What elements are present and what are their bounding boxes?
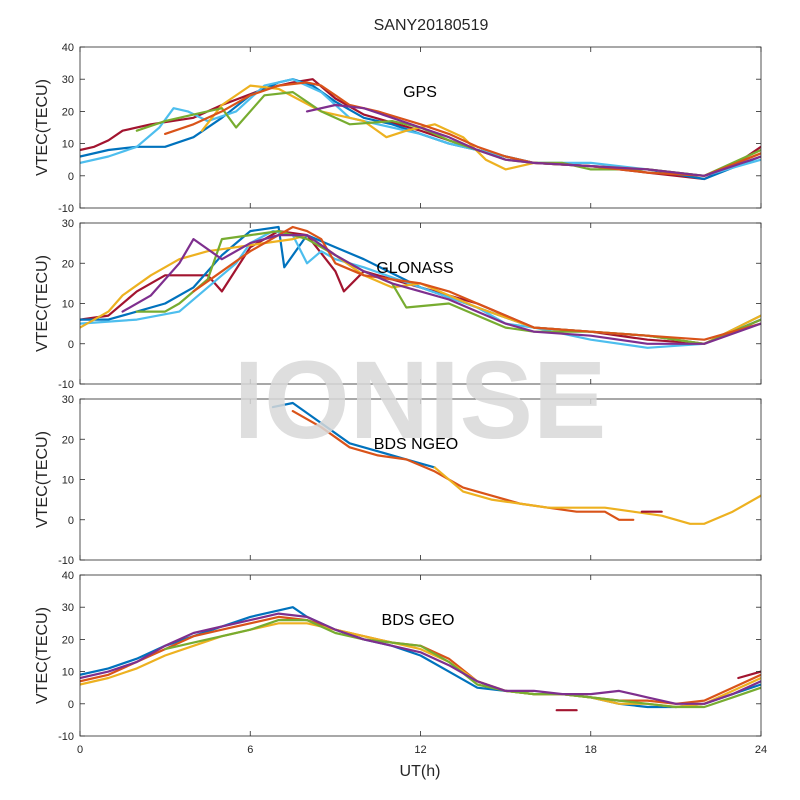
panel-2: -10 0 10 20 30 VTEC(TECU) GLONASS: [34, 218, 762, 391]
y-tick-label: 20: [62, 434, 74, 446]
y-tick-label: 10: [62, 475, 74, 487]
y-tick-label: 40: [62, 570, 74, 582]
y-axis-label: VTEC(TECU): [34, 607, 51, 704]
series-line-5: [80, 612, 761, 705]
y-tick-label: 0: [68, 171, 74, 183]
y-axis-label: VTEC(TECU): [34, 79, 51, 176]
series-group: [271, 401, 761, 525]
series-line-5: [135, 91, 761, 177]
x-tick-label: 24: [755, 744, 767, 756]
y-tick-label: 0: [68, 699, 74, 711]
y-tick-label: 10: [62, 667, 74, 679]
y-tick-label: -10: [58, 731, 74, 743]
panel-1: -10 0 10 20 30 40 VTEC(TECU) GPS: [34, 42, 762, 215]
y-axis-label: VTEC(TECU): [34, 431, 51, 528]
y-tick-label: -10: [58, 379, 74, 391]
series-line-7: [305, 103, 761, 177]
y-tick-label: 30: [62, 602, 74, 614]
x-tick-label: 0: [77, 744, 83, 756]
panel-annotation: GPS: [403, 84, 437, 101]
y-tick-label: -10: [58, 203, 74, 215]
plot-area: [80, 399, 761, 560]
plot-area: [80, 223, 761, 384]
y-tick-label: 10: [62, 139, 74, 151]
panel-3: -10 0 10 20 30 VTEC(TECU) BDS NGEO: [34, 394, 762, 567]
y-tick-label: 20: [62, 634, 74, 646]
series-line-7: [121, 234, 761, 345]
y-tick-label: 20: [62, 258, 74, 270]
series-group: [80, 225, 761, 349]
panel-annotation: BDS GEO: [382, 612, 455, 629]
x-tick-label: 18: [585, 744, 597, 756]
series-line-2: [291, 410, 635, 521]
series-line-3: [80, 230, 761, 349]
x-axis-label: UT(h): [400, 763, 441, 780]
panel-annotation: BDS NGEO: [374, 436, 458, 453]
series-group: [80, 606, 761, 712]
y-tick-label: 20: [62, 106, 74, 118]
figure-title: SANY20180519: [374, 17, 489, 34]
y-axis-label: VTEC(TECU): [34, 255, 51, 352]
y-tick-label: 0: [68, 515, 74, 527]
y-tick-label: 10: [62, 299, 74, 311]
x-tick-label: 6: [247, 744, 253, 756]
series-group: [80, 78, 761, 181]
series-line-7: [737, 670, 761, 680]
y-tick-label: 0: [68, 339, 74, 351]
y-tick-label: 30: [62, 74, 74, 86]
y-tick-label: 40: [62, 42, 74, 54]
series-line-3: [433, 466, 761, 525]
y-tick-label: -10: [58, 555, 74, 567]
panel-annotation: GLONASS: [376, 260, 453, 277]
y-tick-label: 30: [62, 394, 74, 406]
watermark: IONISE: [234, 339, 607, 462]
x-tick-label: 12: [414, 744, 426, 756]
y-tick-label: 30: [62, 218, 74, 230]
